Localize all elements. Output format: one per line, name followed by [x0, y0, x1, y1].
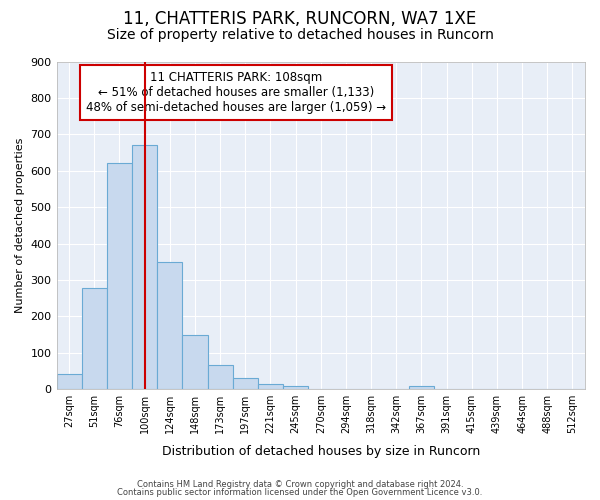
Bar — [283, 386, 308, 389]
Bar — [132, 145, 157, 389]
Bar — [258, 384, 283, 389]
Bar — [82, 288, 107, 389]
Bar — [208, 366, 233, 389]
Bar — [233, 378, 258, 389]
Bar — [107, 162, 132, 389]
X-axis label: Distribution of detached houses by size in Runcorn: Distribution of detached houses by size … — [161, 444, 480, 458]
Bar — [409, 386, 434, 389]
Text: Contains HM Land Registry data © Crown copyright and database right 2024.: Contains HM Land Registry data © Crown c… — [137, 480, 463, 489]
Bar — [56, 374, 82, 389]
Text: Contains public sector information licensed under the Open Government Licence v3: Contains public sector information licen… — [118, 488, 482, 497]
Text: 11, CHATTERIS PARK, RUNCORN, WA7 1XE: 11, CHATTERIS PARK, RUNCORN, WA7 1XE — [124, 10, 476, 28]
Y-axis label: Number of detached properties: Number of detached properties — [15, 138, 25, 313]
Text: 11 CHATTERIS PARK: 108sqm
← 51% of detached houses are smaller (1,133)
48% of se: 11 CHATTERIS PARK: 108sqm ← 51% of detac… — [86, 72, 386, 114]
Bar — [157, 262, 182, 389]
Bar — [182, 336, 208, 389]
Text: Size of property relative to detached houses in Runcorn: Size of property relative to detached ho… — [107, 28, 493, 42]
